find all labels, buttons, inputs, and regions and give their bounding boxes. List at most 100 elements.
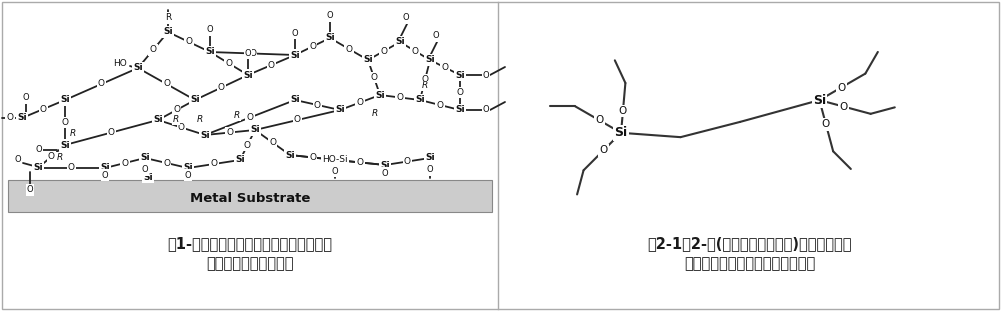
Text: O: O <box>294 115 301 124</box>
Text: R: R <box>421 81 428 91</box>
Text: O: O <box>163 159 170 168</box>
Text: O: O <box>246 113 253 122</box>
Text: Si: Si <box>190 95 200 104</box>
Text: R: R <box>173 115 179 124</box>
Text: O: O <box>102 170 108 179</box>
Text: R: R <box>70 128 76 137</box>
Text: HO-Si: HO-Si <box>322 156 347 165</box>
Text: Si: Si <box>290 95 300 104</box>
Text: 图2-1，2-双(三乙氧基甲硅烷基)乙烷的结构，: 图2-1，2-双(三乙氧基甲硅烷基)乙烷的结构， <box>648 236 852 252</box>
Text: 图1-涂覆和固化后，带有有机功能硅烷膜: 图1-涂覆和固化后，带有有机功能硅烷膜 <box>167 236 332 252</box>
Text: O: O <box>421 76 428 85</box>
Text: O: O <box>226 128 233 137</box>
Text: O: O <box>404 157 411 166</box>
Text: Si: Si <box>17 114 27 123</box>
Text: O: O <box>432 31 439 40</box>
Text: O: O <box>249 49 256 58</box>
Text: O: O <box>482 71 489 80</box>
Text: O: O <box>108 128 115 137</box>
Text: O: O <box>142 165 148 174</box>
Text: O: O <box>121 159 128 168</box>
Text: O: O <box>218 83 225 92</box>
Text: Si: Si <box>133 63 143 72</box>
Text: O: O <box>309 153 316 162</box>
Text: Si: Si <box>335 105 344 114</box>
Text: O: O <box>291 29 298 38</box>
Text: Si: Si <box>813 94 826 107</box>
Bar <box>8 180 492 212</box>
Text: Si: Si <box>455 105 464 114</box>
Text: O: O <box>268 61 275 69</box>
Text: O: O <box>380 47 387 55</box>
Text: O: O <box>173 105 180 114</box>
Text: O: O <box>98 80 105 89</box>
Text: O: O <box>326 12 333 21</box>
Text: Si: Si <box>60 95 70 104</box>
Text: O: O <box>149 45 156 54</box>
Text: O: O <box>345 44 352 53</box>
Text: Si: Si <box>285 151 295 160</box>
Text: O: O <box>596 115 604 125</box>
Text: 的金属基材的表面钝化: 的金属基材的表面钝化 <box>206 257 293 272</box>
Text: O: O <box>269 138 276 147</box>
Text: Metal Substrate: Metal Substrate <box>190 193 310 206</box>
Text: O: O <box>482 105 489 114</box>
Text: O: O <box>27 185 33 194</box>
Text: Si: Si <box>363 55 372 64</box>
Text: O: O <box>48 152 55 161</box>
Text: O: O <box>396 93 403 102</box>
Text: Si: Si <box>425 154 434 163</box>
Text: R: R <box>197 114 203 123</box>
Text: O: O <box>68 164 75 173</box>
Text: O: O <box>381 169 388 178</box>
Text: Si: Si <box>250 126 260 134</box>
Text: O: O <box>163 80 170 89</box>
Text: O: O <box>210 160 217 169</box>
Text: Si: Si <box>100 164 110 173</box>
Text: O: O <box>6 114 13 123</box>
Text: Si: Si <box>380 160 389 169</box>
Text: Si: Si <box>183 164 193 173</box>
Text: O: O <box>23 94 29 103</box>
Text: O: O <box>837 83 845 93</box>
Text: R: R <box>372 109 378 118</box>
Text: Si: Si <box>325 34 334 43</box>
Text: Si: Si <box>143 173 153 182</box>
Text: Si: Si <box>235 156 245 165</box>
Text: Si: Si <box>243 71 253 80</box>
Text: O: O <box>370 73 377 82</box>
Text: R: R <box>57 152 63 161</box>
Text: Si: Si <box>290 50 300 59</box>
Text: O: O <box>411 47 418 55</box>
Text: Si: Si <box>395 38 404 47</box>
Text: Si: Si <box>205 48 215 57</box>
Text: O: O <box>309 42 316 51</box>
Text: O: O <box>840 102 848 112</box>
Text: Si: Si <box>615 126 628 139</box>
Text: O: O <box>600 146 608 156</box>
Text: O: O <box>331 166 338 175</box>
Text: O: O <box>456 88 463 97</box>
Text: O: O <box>822 119 830 129</box>
Text: Si: Si <box>455 71 464 80</box>
Text: Si: Si <box>425 55 434 64</box>
Text: Si: Si <box>163 27 173 36</box>
Text: O: O <box>36 146 42 155</box>
Text: Si: Si <box>415 95 424 104</box>
Text: R: R <box>234 112 240 120</box>
Text: O: O <box>225 59 232 68</box>
Text: O: O <box>441 63 448 72</box>
Text: O: O <box>426 165 433 174</box>
Text: O: O <box>206 26 213 35</box>
Text: Si: Si <box>33 164 43 173</box>
Text: O: O <box>244 49 251 58</box>
Text: Si: Si <box>375 91 384 100</box>
Text: O: O <box>15 156 21 165</box>
Text: Si: Si <box>153 115 163 124</box>
Text: O: O <box>61 118 68 127</box>
Text: O: O <box>436 100 443 109</box>
Text: O: O <box>356 98 363 107</box>
Text: O: O <box>40 104 47 114</box>
Text: R: R <box>165 13 171 22</box>
Text: Si: Si <box>200 131 210 140</box>
